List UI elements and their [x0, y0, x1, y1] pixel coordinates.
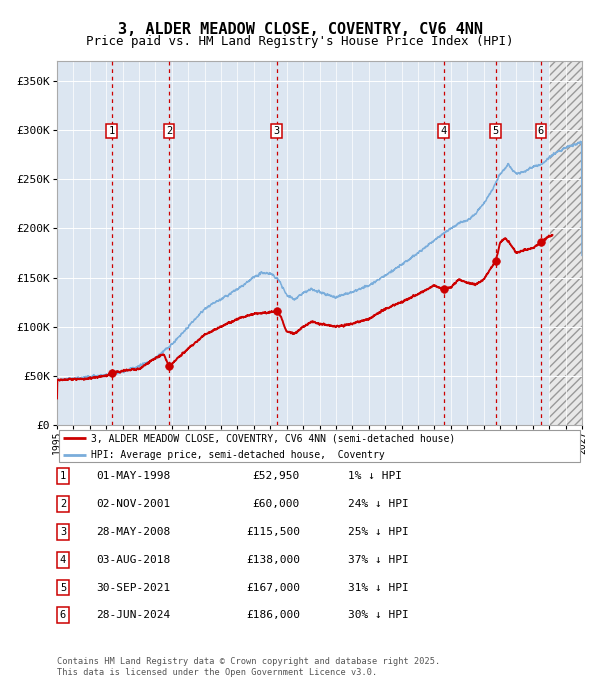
Text: 4: 4: [60, 555, 66, 564]
Text: 03-AUG-2018: 03-AUG-2018: [96, 555, 170, 564]
Text: 37% ↓ HPI: 37% ↓ HPI: [348, 555, 409, 564]
Text: 01-MAY-1998: 01-MAY-1998: [96, 471, 170, 481]
Text: 2: 2: [166, 126, 172, 136]
Text: 3: 3: [274, 126, 280, 136]
Text: Contains HM Land Registry data © Crown copyright and database right 2025.
This d: Contains HM Land Registry data © Crown c…: [57, 657, 440, 677]
Text: 4: 4: [441, 126, 447, 136]
Text: £52,950: £52,950: [253, 471, 300, 481]
Text: 3, ALDER MEADOW CLOSE, COVENTRY, CV6 4NN: 3, ALDER MEADOW CLOSE, COVENTRY, CV6 4NN: [118, 22, 482, 37]
Text: 1% ↓ HPI: 1% ↓ HPI: [348, 471, 402, 481]
Text: 25% ↓ HPI: 25% ↓ HPI: [348, 527, 409, 537]
Text: 24% ↓ HPI: 24% ↓ HPI: [348, 499, 409, 509]
Text: £138,000: £138,000: [246, 555, 300, 564]
Text: 28-MAY-2008: 28-MAY-2008: [96, 527, 170, 537]
Text: £167,000: £167,000: [246, 583, 300, 592]
Text: 1: 1: [109, 126, 115, 136]
Text: 6: 6: [60, 611, 66, 620]
Bar: [549, 61, 582, 425]
FancyBboxPatch shape: [59, 430, 580, 462]
Text: 30-SEP-2021: 30-SEP-2021: [96, 583, 170, 592]
Text: 5: 5: [60, 583, 66, 592]
Text: 31% ↓ HPI: 31% ↓ HPI: [348, 583, 409, 592]
Text: 3, ALDER MEADOW CLOSE, COVENTRY, CV6 4NN (semi-detached house): 3, ALDER MEADOW CLOSE, COVENTRY, CV6 4NN…: [91, 433, 455, 443]
Text: HPI: Average price, semi-detached house,  Coventry: HPI: Average price, semi-detached house,…: [91, 449, 385, 460]
Text: £186,000: £186,000: [246, 611, 300, 620]
Text: Price paid vs. HM Land Registry's House Price Index (HPI): Price paid vs. HM Land Registry's House …: [86, 35, 514, 48]
Text: 30% ↓ HPI: 30% ↓ HPI: [348, 611, 409, 620]
Text: 3: 3: [60, 527, 66, 537]
Text: 02-NOV-2001: 02-NOV-2001: [96, 499, 170, 509]
Text: 1: 1: [60, 471, 66, 481]
Text: £115,500: £115,500: [246, 527, 300, 537]
Text: 5: 5: [493, 126, 499, 136]
Text: £60,000: £60,000: [253, 499, 300, 509]
Text: 28-JUN-2024: 28-JUN-2024: [96, 611, 170, 620]
Text: 6: 6: [538, 126, 544, 136]
Text: 2: 2: [60, 499, 66, 509]
